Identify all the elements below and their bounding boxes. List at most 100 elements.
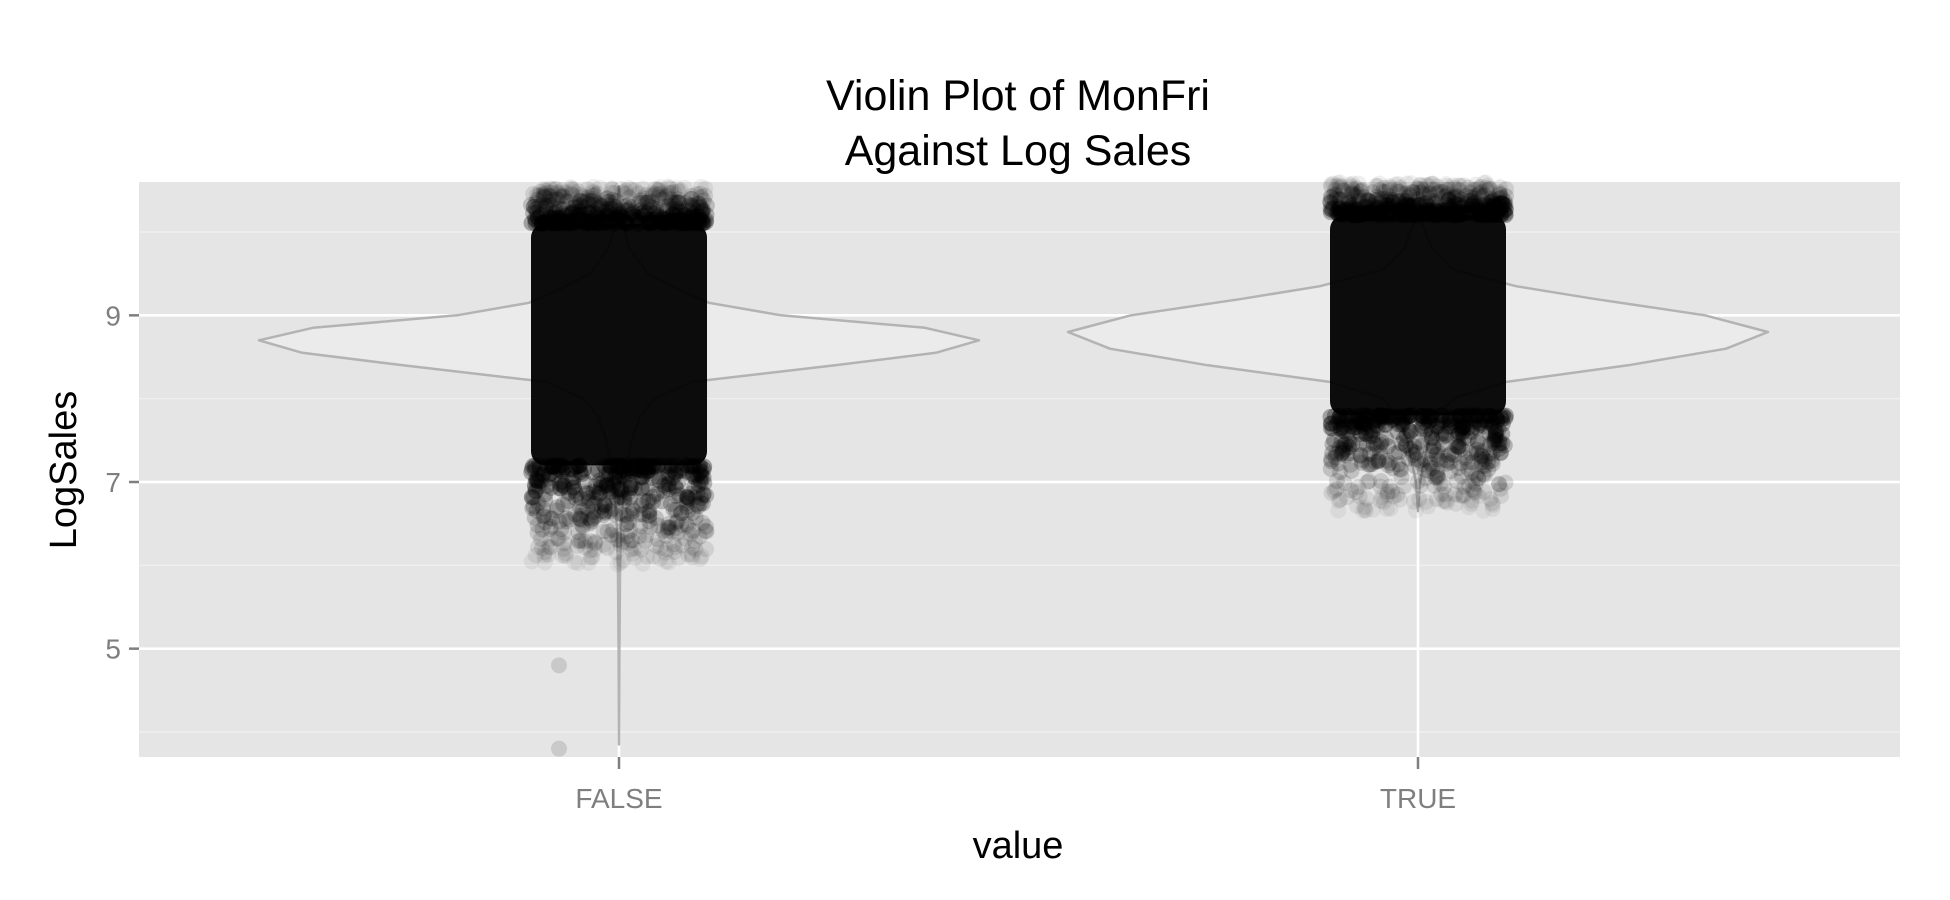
point bbox=[1449, 189, 1466, 205]
point bbox=[616, 214, 633, 231]
point bbox=[615, 552, 632, 569]
point bbox=[661, 213, 678, 230]
point bbox=[595, 536, 612, 553]
point bbox=[1460, 419, 1477, 436]
point bbox=[1399, 204, 1416, 221]
point bbox=[526, 210, 543, 227]
point bbox=[622, 479, 639, 496]
point bbox=[632, 518, 649, 535]
point bbox=[566, 215, 583, 231]
point bbox=[1394, 414, 1411, 431]
point bbox=[523, 488, 540, 505]
point bbox=[691, 458, 708, 475]
point bbox=[1440, 181, 1457, 198]
point bbox=[634, 180, 651, 197]
point bbox=[1432, 475, 1449, 492]
point bbox=[1457, 187, 1474, 204]
point bbox=[1497, 207, 1514, 224]
point bbox=[1413, 407, 1430, 424]
point bbox=[1464, 454, 1481, 471]
point bbox=[664, 206, 681, 223]
point bbox=[1433, 407, 1450, 424]
point bbox=[1359, 407, 1376, 424]
point bbox=[638, 205, 655, 222]
point bbox=[1372, 407, 1389, 424]
point bbox=[597, 209, 614, 225]
point bbox=[1366, 205, 1383, 221]
point bbox=[1471, 180, 1488, 197]
point bbox=[599, 539, 616, 556]
point bbox=[1373, 205, 1390, 222]
point bbox=[1361, 203, 1378, 220]
point bbox=[539, 477, 556, 494]
point bbox=[561, 511, 578, 528]
point bbox=[537, 213, 554, 230]
point bbox=[1442, 411, 1459, 428]
point bbox=[585, 510, 602, 527]
point bbox=[657, 527, 674, 544]
point bbox=[558, 513, 575, 530]
point bbox=[627, 212, 644, 229]
point bbox=[557, 545, 574, 562]
point bbox=[533, 215, 550, 232]
point bbox=[1466, 194, 1483, 211]
point bbox=[1390, 444, 1407, 461]
point bbox=[1474, 188, 1491, 205]
point bbox=[1433, 407, 1450, 424]
point bbox=[537, 486, 554, 503]
point bbox=[693, 467, 710, 484]
point bbox=[536, 544, 553, 561]
point bbox=[1404, 443, 1421, 460]
point bbox=[693, 203, 710, 220]
point bbox=[1490, 196, 1507, 213]
point bbox=[1322, 176, 1339, 193]
point bbox=[573, 197, 590, 214]
point bbox=[1343, 186, 1360, 202]
point bbox=[685, 466, 701, 483]
point bbox=[655, 210, 671, 227]
point bbox=[1335, 419, 1352, 436]
point bbox=[1330, 455, 1347, 472]
point bbox=[648, 537, 665, 554]
point bbox=[1340, 445, 1357, 462]
point bbox=[529, 472, 546, 489]
point bbox=[563, 205, 580, 222]
point bbox=[1455, 488, 1472, 505]
point bbox=[1405, 206, 1422, 222]
point bbox=[1474, 448, 1490, 465]
point bbox=[649, 207, 666, 224]
point bbox=[670, 474, 687, 490]
point bbox=[673, 462, 690, 479]
point bbox=[1408, 203, 1424, 220]
point bbox=[1322, 415, 1339, 432]
point bbox=[1490, 437, 1507, 454]
point bbox=[1378, 204, 1395, 221]
point bbox=[622, 489, 639, 506]
point bbox=[598, 478, 615, 495]
point bbox=[1406, 438, 1423, 455]
point bbox=[598, 214, 615, 231]
point bbox=[1341, 435, 1358, 452]
point bbox=[1465, 195, 1481, 212]
point bbox=[691, 457, 708, 474]
point bbox=[1436, 188, 1453, 205]
point bbox=[619, 528, 636, 544]
point bbox=[527, 482, 544, 499]
point bbox=[1398, 193, 1415, 210]
point bbox=[1483, 452, 1500, 469]
point bbox=[1381, 408, 1398, 425]
point bbox=[1382, 197, 1399, 214]
point bbox=[1394, 203, 1411, 220]
point bbox=[1450, 427, 1467, 444]
point bbox=[1490, 194, 1507, 211]
point bbox=[546, 215, 562, 232]
point bbox=[1423, 430, 1440, 447]
point bbox=[693, 178, 709, 195]
point bbox=[1450, 204, 1467, 221]
point bbox=[1422, 204, 1438, 221]
point bbox=[1453, 206, 1470, 223]
point bbox=[582, 511, 599, 528]
point bbox=[549, 213, 565, 230]
point bbox=[658, 541, 675, 558]
point bbox=[1362, 456, 1379, 473]
